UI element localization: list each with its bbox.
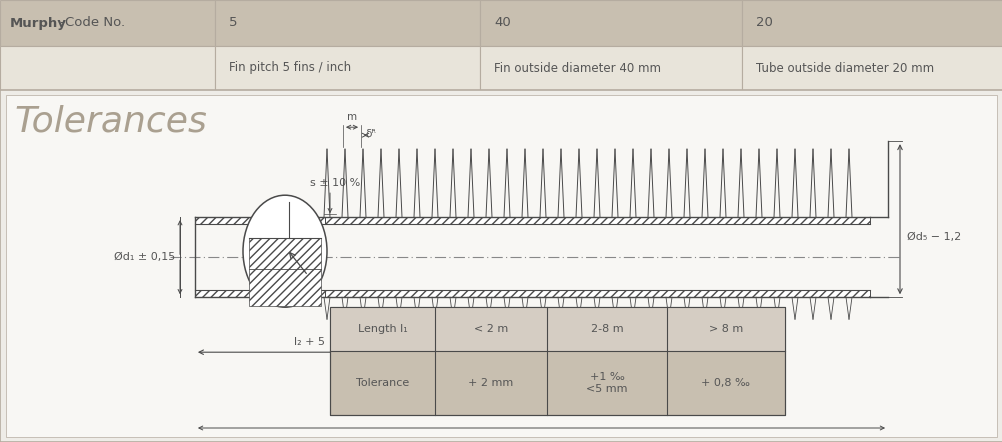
Bar xyxy=(325,217,869,224)
Bar xyxy=(0,90,1002,442)
Text: < 2 m: < 2 m xyxy=(473,324,508,334)
Text: > 8 m: > 8 m xyxy=(708,324,742,334)
Text: Ød₅ − 1,2: Ød₅ − 1,2 xyxy=(906,232,960,242)
Text: 5: 5 xyxy=(228,16,237,30)
Bar xyxy=(325,290,869,297)
Bar xyxy=(480,46,741,90)
Text: l₂ + 5: l₂ + 5 xyxy=(295,337,326,347)
Text: Tolerance: Tolerance xyxy=(356,378,409,388)
Text: m: m xyxy=(347,112,357,122)
Bar xyxy=(330,307,785,415)
Bar xyxy=(214,46,480,90)
Text: Tolerances: Tolerances xyxy=(14,104,206,138)
Bar xyxy=(741,0,1002,46)
Text: Fin pitch 5 fins / inch: Fin pitch 5 fins / inch xyxy=(228,61,351,75)
Text: -Code No.: -Code No. xyxy=(56,16,125,30)
Text: +1 ‰
<5 mm: +1 ‰ <5 mm xyxy=(585,373,627,394)
Text: Ød₁ ± 0,15: Ød₁ ± 0,15 xyxy=(113,252,174,262)
Bar xyxy=(6,95,996,437)
Text: Length l₁: Length l₁ xyxy=(358,324,407,334)
Bar xyxy=(480,0,741,46)
Ellipse shape xyxy=(242,195,327,307)
Bar xyxy=(330,307,785,351)
Bar xyxy=(330,307,785,415)
Bar xyxy=(194,290,325,297)
Text: 20: 20 xyxy=(756,16,773,30)
Bar xyxy=(0,46,214,90)
Text: 2-8 m: 2-8 m xyxy=(590,324,622,334)
Text: Fin outside diameter 40 mm: Fin outside diameter 40 mm xyxy=(494,61,660,75)
Bar xyxy=(214,0,480,46)
Text: s ± 10 %: s ± 10 % xyxy=(310,178,360,188)
Text: + 2 mm: + 2 mm xyxy=(468,378,513,388)
Text: + 0,8 ‰: + 0,8 ‰ xyxy=(700,378,749,388)
Text: δᴿ: δᴿ xyxy=(365,129,376,139)
Bar xyxy=(741,46,1002,90)
Text: 40: 40 xyxy=(494,16,510,30)
Text: Tube outside diameter 20 mm: Tube outside diameter 20 mm xyxy=(756,61,933,75)
Bar xyxy=(0,0,214,46)
Text: Murphy: Murphy xyxy=(10,16,67,30)
Polygon shape xyxy=(249,237,321,306)
Bar xyxy=(194,217,325,224)
